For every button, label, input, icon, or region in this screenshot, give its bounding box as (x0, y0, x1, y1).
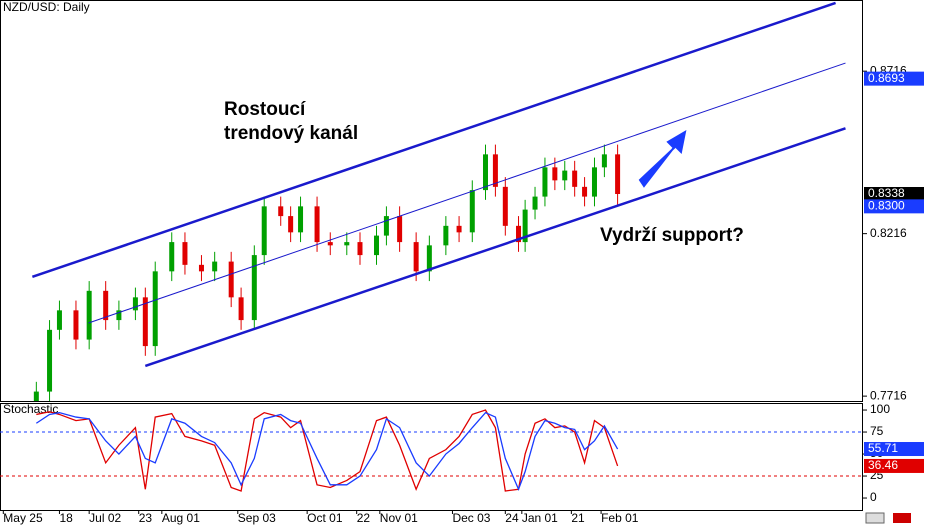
candle-body (132, 297, 138, 311)
y-tick-label: 0 (870, 490, 877, 504)
candle-body (482, 154, 488, 191)
candle-body (456, 225, 462, 233)
candle-body (47, 329, 53, 392)
candle-body (198, 264, 204, 272)
candle-body (397, 216, 403, 243)
x-tick-label: 24 (505, 511, 519, 525)
y-tick-label: 75 (870, 424, 884, 438)
price-marker (864, 71, 924, 86)
stoch-panel (0, 403, 863, 511)
x-tick-label: Sep 03 (238, 511, 276, 525)
price-marker-label: 36.46 (868, 458, 898, 472)
stoch-plot (0, 409, 862, 492)
x-tick-label: Oct 01 (307, 511, 343, 525)
stoch-line (35, 411, 619, 491)
candle-body (502, 186, 508, 226)
candle-body (426, 245, 432, 272)
candle-body (56, 310, 62, 330)
price-marker (864, 199, 924, 214)
x-tick-label: May 25 (3, 511, 43, 525)
candle-body (182, 242, 188, 265)
y-tick-label: 0.8216 (870, 226, 907, 240)
candle-body (374, 235, 380, 256)
candle-body (212, 261, 218, 272)
candle-body (298, 206, 304, 233)
candle-body (103, 290, 109, 321)
x-tick-label: Feb 01 (601, 511, 639, 525)
candle-body (33, 391, 39, 401)
annotation: trendový kanál (224, 123, 358, 144)
x-tick-label: 23 (139, 511, 153, 525)
candle-body (601, 154, 607, 168)
candle-body (469, 190, 475, 233)
candle-body (314, 206, 320, 243)
price-marker-label: 0.8338 (868, 186, 905, 200)
x-tick-label: Aug 01 (162, 511, 200, 525)
icon[interactable] (893, 513, 911, 523)
candle-body (562, 170, 568, 181)
main-panel (0, 0, 863, 402)
candle-body (413, 242, 419, 272)
price-marker-label: 0.8693 (868, 71, 905, 85)
candle-body (357, 242, 363, 256)
x-tick-label: 21 (571, 511, 585, 525)
stoch-line (36, 409, 619, 492)
candle-body (492, 154, 498, 187)
x-tick-label: Nov 01 (380, 511, 418, 525)
candle-body (572, 170, 578, 187)
candle-body (327, 242, 333, 246)
price-marker-label: 55.71 (868, 441, 898, 455)
x-tick-label: Jul 02 (89, 511, 121, 525)
candle-body (261, 206, 267, 256)
candle-body (516, 225, 522, 243)
y-tick-label: 100 (870, 402, 890, 416)
y-tick-label: 0.7716 (870, 388, 907, 402)
arrow (638, 130, 687, 188)
candle-body (615, 154, 621, 195)
price-marker-label: 0.8300 (868, 199, 905, 213)
x-tick-label: 18 (59, 511, 73, 525)
candle-body (542, 167, 548, 197)
price-marker (864, 442, 924, 457)
title-bg (1, 1, 89, 15)
candle-body (251, 255, 257, 321)
chart-title: NZD/USD: Daily (3, 0, 90, 14)
candle-body (288, 216, 294, 233)
candle-body (116, 310, 122, 321)
candle-body (522, 209, 528, 243)
candle-body (532, 196, 538, 210)
channel-line (31, 1, 836, 279)
price-plot (31, 1, 846, 401)
icon[interactable] (865, 512, 885, 524)
candle-body (591, 167, 597, 197)
candle-body (238, 297, 244, 321)
price-marker (864, 458, 924, 473)
channel-line (144, 127, 846, 368)
candle-body (278, 206, 284, 217)
channel-line (88, 62, 846, 324)
annotation: Rostoucí (224, 99, 306, 120)
candle-body (169, 242, 175, 272)
candle-body (582, 186, 588, 197)
x-tick-label: Dec 03 (452, 511, 490, 525)
candle-body (344, 242, 350, 246)
x-tick-label: 22 (357, 511, 371, 525)
candle-body (383, 216, 389, 236)
x-tick-label: Jan 01 (522, 511, 558, 525)
candle-body (152, 271, 158, 347)
candle-body (142, 297, 148, 347)
candle-body (228, 261, 234, 298)
candle-body (552, 167, 558, 181)
annotation: Vydrží support? (600, 225, 744, 246)
candle-body (443, 225, 449, 246)
price-marker (864, 187, 924, 202)
candle-body (86, 290, 92, 340)
candle-body (73, 310, 79, 340)
